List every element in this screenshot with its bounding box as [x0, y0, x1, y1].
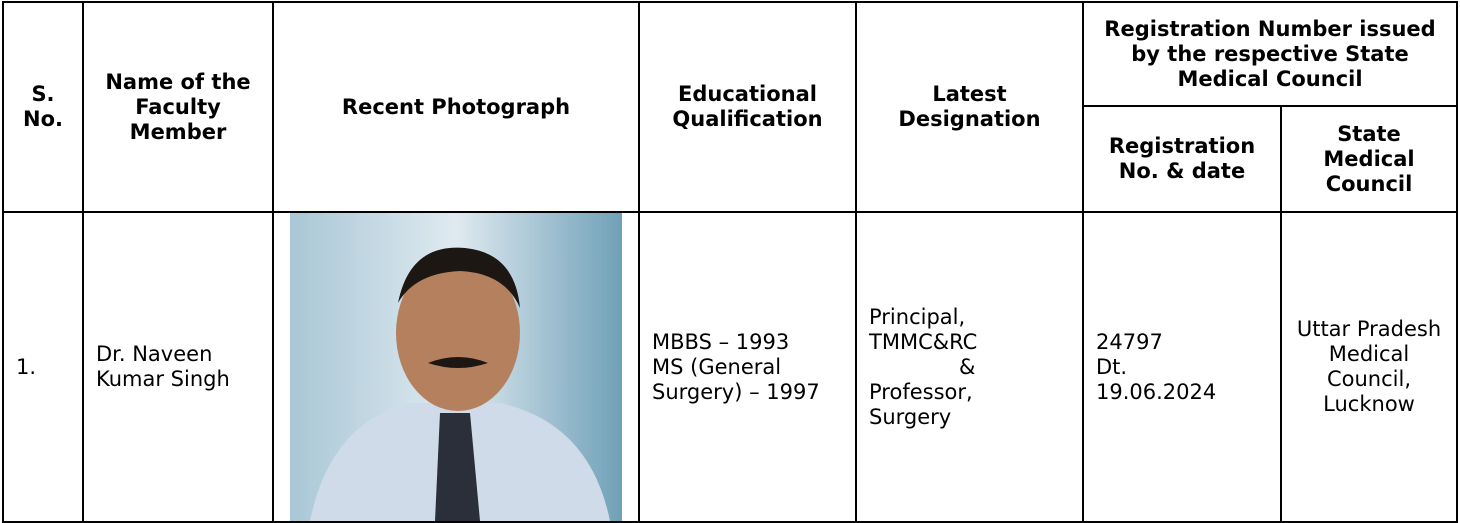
header-designation: Latest Designation [855, 1, 1084, 213]
qualification-line: MS (General Surgery) – 1997 [652, 354, 820, 404]
cell-council: Uttar Pradesh Medical Council, Lucknow [1279, 211, 1459, 523]
designation-line: & [959, 354, 976, 379]
header-sno: S. No. [2, 1, 84, 213]
designation-line: Principal, [869, 304, 966, 329]
cell-designation: Principal, TMMC&RC & Professor, Surgery [855, 211, 1084, 523]
cell-photo [272, 211, 640, 523]
cell-name: Dr. Naveen Kumar Singh [82, 211, 274, 523]
designation-line: Surgery [869, 404, 952, 429]
header-registration-no: Registration No. & date [1082, 105, 1282, 213]
header-photo: Recent Photograph [272, 1, 640, 213]
header-name: Name of the Faculty Member [82, 1, 274, 213]
designation-line: Professor, [869, 379, 973, 404]
cell-sno: 1. [2, 211, 84, 523]
header-council: State Medical Council [1279, 105, 1459, 213]
registration-line: Dt. [1096, 354, 1128, 379]
cell-registration-no: 24797 Dt. 19.06.2024 [1082, 211, 1282, 523]
header-registration-group: Registration Number issued by the respec… [1081, 1, 1459, 107]
registration-line: 19.06.2024 [1096, 379, 1217, 404]
designation-line: TMMC&RC [869, 329, 978, 354]
cell-qualification: MBBS – 1993 MS (General Surgery) – 1997 [638, 211, 857, 523]
qualification-line: MBBS – 1993 [652, 329, 790, 354]
photograph [290, 213, 622, 521]
header-qualification: Educational Qualification [638, 1, 857, 213]
registration-line: 24797 [1096, 329, 1163, 354]
